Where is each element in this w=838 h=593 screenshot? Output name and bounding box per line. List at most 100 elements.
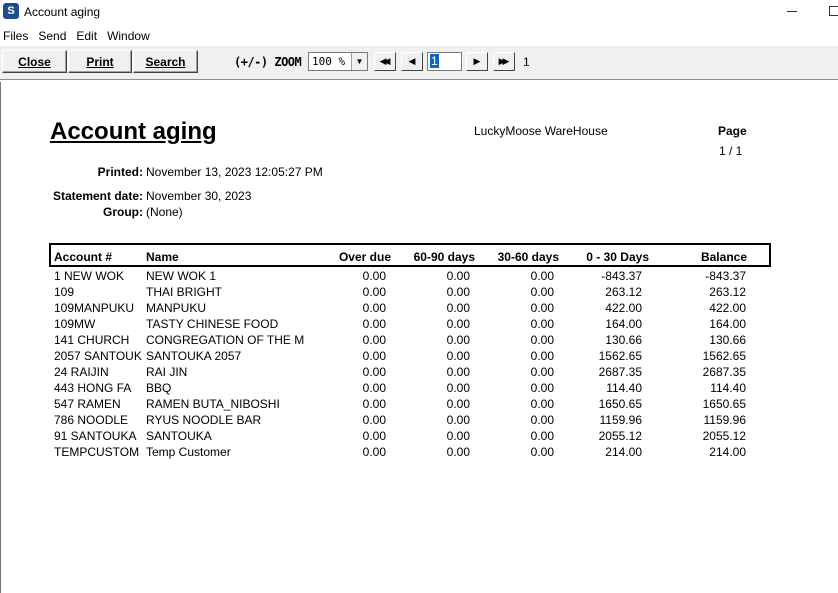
cell-30-60: 0.00 <box>530 397 554 411</box>
window-title: Account aging <box>24 5 101 19</box>
cell-30-60: 0.00 <box>530 365 554 379</box>
page-total: 1 <box>523 55 530 69</box>
cell-balance: 2055.12 <box>702 429 746 443</box>
cell-60-90: 0.00 <box>446 333 470 347</box>
report-page: Account aging LuckyMoose WareHouse Page … <box>0 82 838 593</box>
company-name: LuckyMoose WareHouse <box>474 124 608 138</box>
app-logo-icon: S <box>3 3 19 19</box>
cell-over-due: 0.00 <box>362 381 386 395</box>
column-header-account: Account # <box>54 250 113 264</box>
cell-30-60: 0.00 <box>530 429 554 443</box>
column-header-0-30: 0 - 30 Days <box>586 250 649 264</box>
cell-balance: 2687.35 <box>702 365 746 379</box>
column-header-60-90: 60-90 days <box>413 250 475 264</box>
cell-balance: 1159.96 <box>703 413 747 427</box>
table-row: 141 CHURCH CONGREGATION OF THE M 0.00 0.00 0… <box>1 333 838 349</box>
menu-edit[interactable]: Edit <box>76 29 98 43</box>
cell-60-90: 0.00 <box>446 381 470 395</box>
cell-name: NEW WOK 1 <box>146 269 217 283</box>
table-row: 109MANPUKU MANPUKU 0.00 0.00 0.00 422.00 422.0… <box>1 301 838 317</box>
cell-over-due: 0.00 <box>362 269 386 283</box>
cell-name: MANPUKU <box>146 301 207 315</box>
cell-account: TEMPCUSTOM <box>54 445 140 459</box>
cell-60-90: 0.00 <box>446 445 470 459</box>
cell-0-30: -843.37 <box>601 269 642 283</box>
cell-over-due: 0.00 <box>362 349 386 363</box>
cell-over-due: 0.00 <box>362 397 386 411</box>
cell-account: 91 SANTOUKA <box>54 429 137 443</box>
cell-over-due: 0.00 <box>362 445 386 459</box>
cell-name: RAI JIN <box>146 365 188 379</box>
cell-60-90: 0.00 <box>446 349 470 363</box>
maximize-icon[interactable] <box>829 6 838 16</box>
column-header-balance: Balance <box>700 250 747 264</box>
cell-account: 2057 SANTOUK <box>54 349 142 363</box>
previous-page-icon[interactable]: ◀ <box>401 52 423 71</box>
cell-account: 24 RAIJIN <box>54 365 109 379</box>
cell-over-due: 0.00 <box>362 317 386 331</box>
cell-60-90: 0.00 <box>446 365 470 379</box>
cell-60-90: 0.00 <box>446 413 470 427</box>
menu-window[interactable]: Window <box>107 29 150 43</box>
cell-0-30: 263.12 <box>605 285 642 299</box>
menu-send[interactable]: Send <box>38 29 67 43</box>
cell-over-due: 0.00 <box>362 413 386 427</box>
zoom-label: (+/-) ZOOM <box>234 55 302 69</box>
print-button[interactable]: Print <box>68 50 132 73</box>
next-page-icon[interactable]: ▶ <box>466 52 488 71</box>
cell-30-60: 0.00 <box>530 317 554 331</box>
cell-0-30: 214.00 <box>605 445 642 459</box>
last-page-icon[interactable]: ▶▶ <box>493 52 515 71</box>
zoom-value: 100 % <box>312 55 346 68</box>
menu-files[interactable]: Files <box>3 29 29 43</box>
cell-60-90: 0.00 <box>446 397 470 411</box>
cell-0-30: 114.40 <box>606 381 642 395</box>
cell-30-60: 0.00 <box>530 445 554 459</box>
table-row: 91 SANTOUKA SANTOUKA 0.00 0.00 0.00 2055.12 20… <box>1 429 838 445</box>
cell-account: 786 NOODLE <box>54 413 129 427</box>
table-row: 1 NEW WOK NEW WOK 1 0.00 0.00 0.00 -843.37 -84… <box>1 269 838 285</box>
column-header-30-60: 30-60 days <box>497 250 559 264</box>
cell-name: RAMEN BUTA_NIBOSHI <box>146 397 280 411</box>
table-row: 443 HONG FA BBQ 0.00 0.00 0.00 114.40 114.40 <box>1 381 838 397</box>
cell-30-60: 0.00 <box>530 285 554 299</box>
cell-60-90: 0.00 <box>446 317 470 331</box>
report-title: Account aging <box>50 118 217 145</box>
first-page-icon[interactable]: ◀◀ <box>374 52 396 71</box>
table-row: 109MW TASTY CHINESE FOOD 0.00 0.00 0.00 164.0… <box>1 317 838 333</box>
group-label: Group: <box>103 205 143 219</box>
zoom-select[interactable]: 100 % ▼ <box>308 52 368 71</box>
cell-balance: 1650.65 <box>702 397 746 411</box>
cell-balance: -843.37 <box>705 269 746 283</box>
page-number-input[interactable]: 1 <box>427 52 462 71</box>
table-row: 786 NOODLE RYUS NOODLE BAR 0.00 0.00 0.00 115… <box>1 413 838 429</box>
table-header: Account # Name Over due 60-90 days 30-60… <box>49 243 771 267</box>
cell-balance: 263.12 <box>709 285 746 299</box>
cell-name: SANTOUKA <box>146 429 212 443</box>
minimize-icon[interactable] <box>787 11 797 12</box>
cell-account: 109MANPUKU <box>54 301 135 315</box>
cell-30-60: 0.00 <box>530 349 554 363</box>
cell-over-due: 0.00 <box>362 333 386 347</box>
cell-name: SANTOUKA 2057 <box>146 349 242 363</box>
cell-over-due: 0.00 <box>362 285 386 299</box>
chevron-down-icon[interactable]: ▼ <box>351 53 367 70</box>
cell-name: TASTY CHINESE FOOD <box>146 317 279 331</box>
cell-balance: 422.00 <box>709 301 746 315</box>
cell-60-90: 0.00 <box>446 301 470 315</box>
cell-account: 141 CHURCH <box>54 333 130 347</box>
cell-name: BBQ <box>146 381 172 395</box>
table-row: TEMPCUSTOM Temp Customer 0.00 0.00 0.00 214.0… <box>1 445 838 461</box>
cell-0-30: 1159.96 <box>599 413 643 427</box>
search-button[interactable]: Search <box>133 50 198 73</box>
table-row: 2057 SANTOUK SANTOUKA 2057 0.00 0.00 0.00 156… <box>1 349 838 365</box>
group-value: (None) <box>146 205 183 219</box>
toolbar: Close Print Search (+/-) ZOOM 100 % ▼ ◀◀… <box>0 46 838 80</box>
cell-balance: 114.40 <box>710 381 746 395</box>
cell-name: RYUS NOODLE BAR <box>146 413 262 427</box>
cell-over-due: 0.00 <box>362 429 386 443</box>
cell-0-30: 164.00 <box>605 317 642 331</box>
printed-value: November 13, 2023 12:05:27 PM <box>146 165 323 179</box>
cell-0-30: 1650.65 <box>598 397 642 411</box>
close-button[interactable]: Close <box>2 50 67 73</box>
